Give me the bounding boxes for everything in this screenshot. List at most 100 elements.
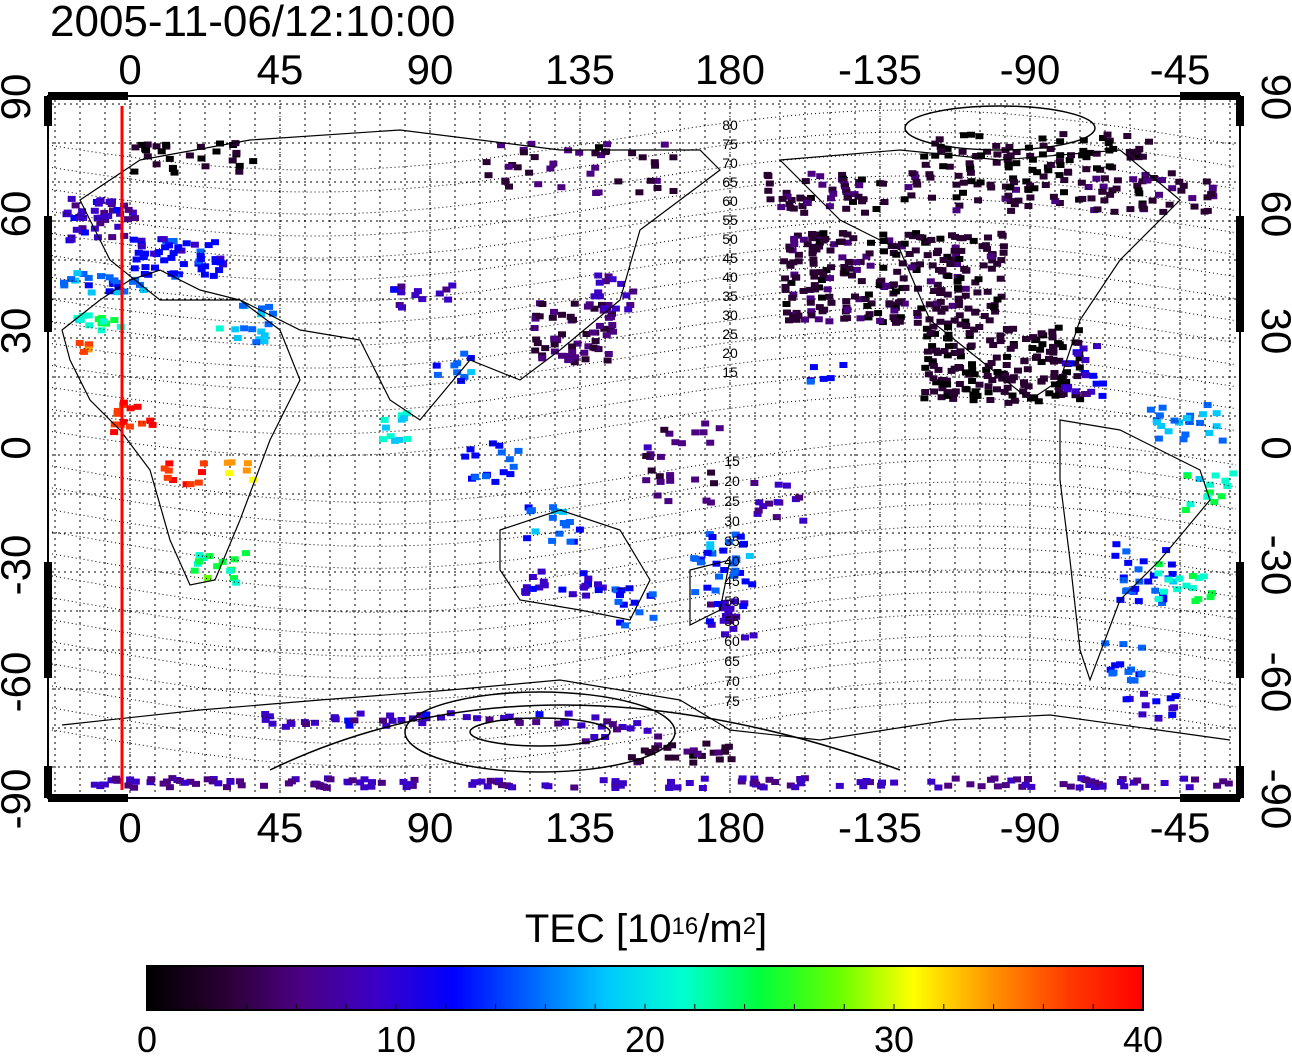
tec-cell <box>548 514 557 521</box>
tec-cell <box>601 149 609 155</box>
tec-cell <box>1056 381 1065 387</box>
tec-cell <box>211 239 219 246</box>
tec-cell <box>1004 327 1013 334</box>
tec-cell <box>154 249 163 256</box>
tec-cell <box>1175 178 1184 185</box>
tec-cell <box>971 279 980 286</box>
tec-cell <box>1203 402 1212 408</box>
tec-cell <box>120 232 129 239</box>
tec-cell <box>950 317 959 324</box>
tec-cell <box>1175 419 1183 426</box>
tec-cell <box>457 377 466 384</box>
tec-cell <box>595 279 604 286</box>
tec-cell <box>260 332 269 339</box>
tec-cell <box>764 173 773 180</box>
tec-cell <box>737 778 746 785</box>
tec-cell <box>1038 151 1047 158</box>
tec-cell <box>718 605 727 612</box>
tec-cell <box>956 235 965 242</box>
tec-cell <box>1168 571 1177 577</box>
tec-cell <box>523 535 532 542</box>
lat-label-left: -60 <box>0 652 39 713</box>
tec-cell <box>955 202 964 209</box>
tec-cell <box>249 476 257 483</box>
tec-cell <box>838 254 847 261</box>
tec-cell <box>782 189 791 196</box>
tec-cell <box>806 295 815 302</box>
tec-cell <box>984 389 993 396</box>
tec-cell <box>1081 357 1090 363</box>
lat-label-left: -90 <box>0 769 39 830</box>
tec-cell <box>1012 186 1020 193</box>
tec-cell <box>796 195 805 202</box>
tec-cell <box>945 163 954 170</box>
tec-cell <box>706 541 715 548</box>
tec-cell <box>1100 197 1109 204</box>
tec-cell <box>571 354 580 361</box>
tec-cell <box>483 783 492 790</box>
tec-cell <box>671 439 680 446</box>
tec-cell <box>265 303 274 310</box>
tec-cell <box>203 574 212 581</box>
tec-cell <box>863 302 872 309</box>
tec-cell <box>808 235 817 242</box>
tec-cell <box>499 469 508 476</box>
tec-cell <box>879 238 888 244</box>
lat-label-right: -60 <box>1253 652 1292 713</box>
tec-cell <box>1098 188 1107 195</box>
tec-cell <box>828 186 837 193</box>
tec-cell <box>1012 149 1021 156</box>
tec-cell <box>1157 423 1166 429</box>
tec-cell <box>264 321 273 328</box>
contour-label: 60 <box>722 193 738 209</box>
lon-label-bottom: -45 <box>1150 804 1211 851</box>
tec-cell <box>367 783 376 790</box>
tec-cell <box>1155 412 1164 419</box>
tec-cell <box>1046 161 1055 168</box>
tec-cell <box>110 317 119 324</box>
colorbar-title-end: ] <box>756 907 768 951</box>
tec-cell <box>311 719 319 726</box>
tec-cell <box>673 784 682 791</box>
contour-label: 25 <box>722 326 738 342</box>
tec-cell <box>1112 185 1121 192</box>
tec-cell <box>497 142 505 149</box>
tec-cell <box>1019 388 1028 395</box>
tec-cell <box>1012 160 1021 167</box>
tec-cell <box>666 477 675 484</box>
tec-cell <box>1173 586 1182 593</box>
tec-cell <box>1229 470 1238 477</box>
tec-cell <box>999 249 1008 256</box>
tec-cell <box>731 531 740 538</box>
tec-cell <box>1170 704 1179 711</box>
tec-cell <box>1013 776 1022 783</box>
tec-cell <box>970 371 979 378</box>
tec-cell <box>554 720 563 727</box>
tec-cell <box>1154 570 1163 577</box>
tec-cell <box>137 141 146 148</box>
tec-cell <box>959 189 967 196</box>
tec-cell <box>925 171 934 178</box>
tec-cell <box>87 289 96 296</box>
tec-cell <box>1138 644 1146 651</box>
tec-cell <box>1075 784 1084 791</box>
tec-cell <box>982 366 991 373</box>
colorbar-title-exp2: 2 <box>742 913 757 940</box>
tec-cell <box>196 143 205 150</box>
contour-label: 65 <box>724 653 740 669</box>
tec-cell <box>715 756 724 763</box>
tec-cell <box>1034 398 1043 405</box>
tec-cell <box>993 296 1002 303</box>
tec-cell <box>807 308 816 315</box>
tec-cell <box>815 304 824 311</box>
tec-cell <box>1120 783 1129 790</box>
tec-cell <box>951 388 960 395</box>
tec-cell <box>619 601 628 608</box>
tec-cell <box>1075 364 1084 371</box>
tec-cell <box>130 784 139 791</box>
tec-cell <box>1087 388 1096 395</box>
tec-cell <box>1098 392 1107 399</box>
tec-cell <box>1010 201 1019 208</box>
tec-cell <box>664 498 673 505</box>
tec-cell <box>819 230 828 237</box>
